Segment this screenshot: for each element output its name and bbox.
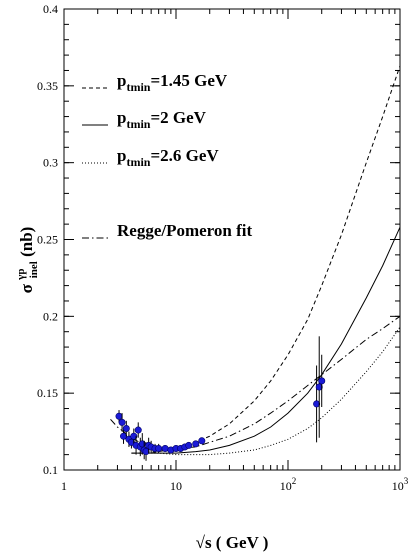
y-axis-title-tail: (nb)	[17, 227, 36, 257]
data-point	[116, 413, 122, 419]
x-tick-label: 103	[392, 476, 409, 493]
y-axis-title-main: σ	[17, 283, 36, 293]
data-point	[123, 425, 129, 431]
legend-label: ptmin=2.6 GeV	[117, 146, 219, 169]
legend-label: ptmin=1.45 GeV	[117, 71, 228, 94]
y-tick-label: 0.3	[43, 156, 58, 170]
data-point	[319, 378, 325, 384]
x-tick-label: 10	[170, 479, 182, 493]
x-tick-label: 102	[280, 476, 297, 493]
x-tick-label: 1	[61, 479, 67, 493]
series-line	[131, 227, 400, 453]
data-point	[135, 427, 141, 433]
y-axis-title-sub: inel	[28, 261, 40, 278]
data-point	[199, 438, 205, 444]
data-point	[186, 442, 192, 448]
y-tick-label: 0.35	[37, 79, 58, 93]
data-point	[193, 441, 199, 447]
data-point	[155, 445, 161, 451]
legend-label: ptmin=2 GeV	[117, 108, 207, 131]
legend: ptmin=1.45 GeV ptmin=2 GeV ptmin=2.6 GeV Re…	[82, 71, 253, 240]
y-axis-title-sup: γp	[15, 269, 27, 281]
y-tick-label: 0.1	[43, 463, 58, 477]
x-axis-title: √s ( GeV )	[196, 533, 269, 552]
y-tick-label: 0.2	[43, 309, 58, 323]
y-tick-label: 0.25	[37, 233, 58, 247]
data-point	[119, 419, 125, 425]
y-tick-label: 0.4	[43, 2, 58, 16]
y-tick-label: 0.15	[37, 386, 58, 400]
legend-label: Regge/Pomeron fit	[117, 221, 253, 240]
data-point	[162, 445, 168, 451]
data-points	[116, 336, 325, 460]
series-line	[142, 327, 400, 455]
